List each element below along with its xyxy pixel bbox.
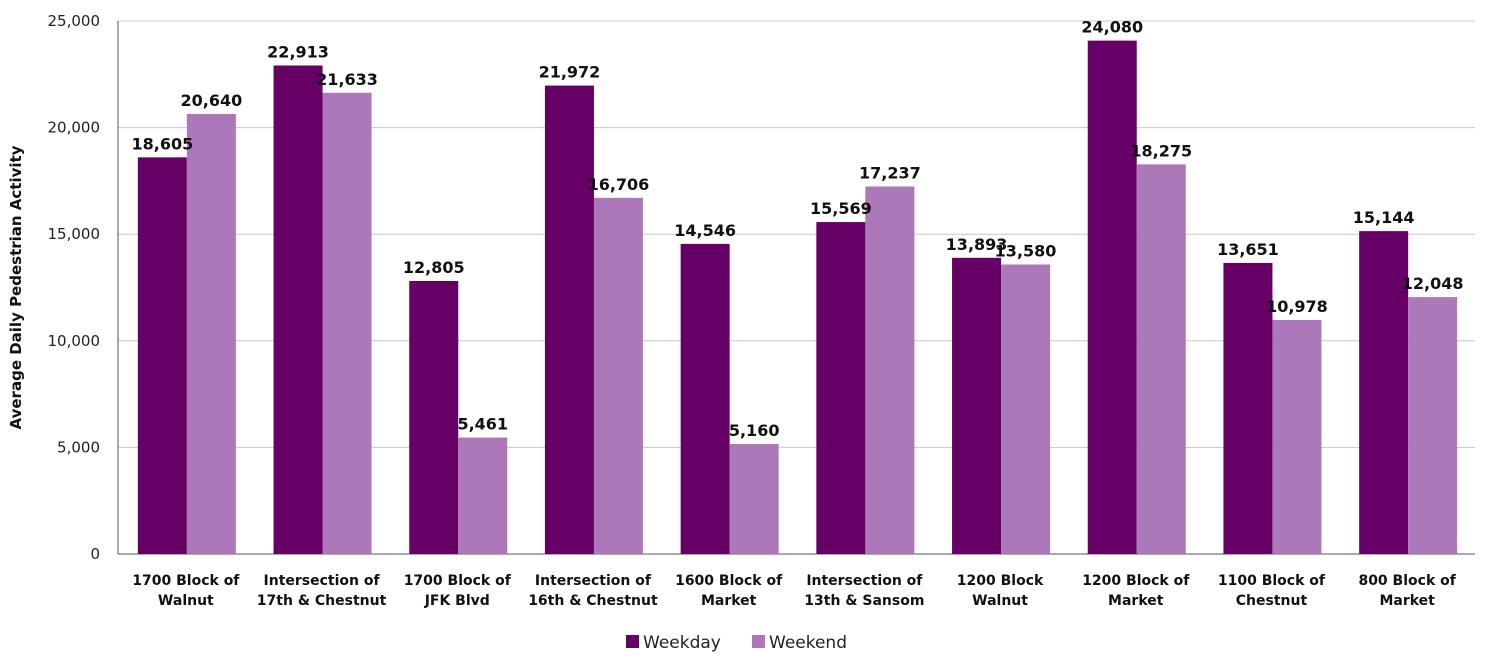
- x-tick-label: 1700 Block of: [132, 573, 240, 589]
- data-label-weekday: 24,080: [1081, 18, 1143, 37]
- data-labels: 18,605 20,640 22,913 21,633 12,805 5,461 21,97…: [131, 18, 1463, 440]
- data-label-weekend: 10,978: [1266, 297, 1328, 316]
- data-label-weekday: 15,569: [810, 199, 872, 218]
- x-tick-label: 13th & Sansom: [804, 593, 924, 609]
- bar-weekday: [680, 243, 730, 554]
- bar-weekday: [816, 222, 866, 555]
- x-tick-label: Market: [1379, 593, 1435, 609]
- data-label-weekday: 13,893: [946, 235, 1008, 254]
- data-label-weekday: 18,605: [131, 134, 193, 153]
- data-label-weekday: 13,651: [1217, 240, 1279, 259]
- legend-label-weekday: Weekday: [643, 633, 721, 653]
- x-tick-label: JFK Blvd: [424, 593, 490, 609]
- bar-weekend: [1408, 297, 1458, 554]
- x-tick-label: 1100 Block of: [1218, 573, 1326, 589]
- bar-weekday: [273, 65, 323, 554]
- legend: Weekday Weekend: [626, 633, 847, 653]
- x-tick-label: Chestnut: [1236, 593, 1308, 609]
- bar-weekend: [1136, 164, 1186, 554]
- y-tick-label: 15,000: [48, 225, 101, 243]
- x-tick-label: Intersection of: [264, 573, 381, 589]
- x-tick-label: 17th & Chestnut: [257, 593, 387, 609]
- data-label-weekend: 17,237: [859, 164, 921, 183]
- bar-weekend: [186, 113, 236, 554]
- bar-weekend: [458, 437, 508, 554]
- x-tick-label: Walnut: [972, 593, 1028, 609]
- bar-weekend: [1272, 319, 1322, 554]
- bar-weekend: [322, 92, 372, 555]
- x-tick-label: Intersection of: [806, 573, 923, 589]
- data-label-weekend: 13,580: [995, 241, 1057, 260]
- data-label-weekend: 20,640: [180, 91, 242, 110]
- legend-swatch-weekend: [752, 635, 765, 648]
- bar-weekday: [1359, 231, 1409, 554]
- x-tick-label: 16th & Chestnut: [528, 593, 658, 609]
- y-tick-label: 0: [90, 545, 100, 563]
- data-label-weekend: 21,633: [316, 70, 378, 89]
- bar-weekday: [1223, 262, 1273, 554]
- bar-weekday: [544, 85, 594, 555]
- bar-weekday: [137, 157, 187, 554]
- x-tick-label: Market: [701, 593, 757, 609]
- y-tick-label: 20,000: [48, 119, 101, 137]
- bar-weekend: [729, 443, 779, 554]
- data-label-weekday: 12,805: [403, 258, 465, 277]
- y-axis-tick-labels: 0 5,000 10,000 15,000 20,000 25,000: [48, 12, 101, 563]
- data-label-weekend: 16,706: [588, 175, 650, 194]
- x-tick-label: Market: [1108, 593, 1164, 609]
- x-tick-label: Intersection of: [535, 573, 652, 589]
- data-label-weekday: 21,972: [539, 63, 601, 82]
- y-axis-title: Average Daily Pedestrian Activity: [7, 145, 25, 429]
- bar-weekday: [1087, 40, 1137, 555]
- legend-label-weekend: Weekend: [769, 633, 847, 653]
- x-tick-label: 1200 Block of: [1082, 573, 1190, 589]
- data-label-weekday: 15,144: [1353, 208, 1415, 227]
- bars: [137, 40, 1458, 555]
- x-tick-label: 1200 Block: [957, 573, 1044, 589]
- data-label-weekend: 5,461: [457, 415, 508, 434]
- x-tick-label: 1700 Block of: [404, 573, 512, 589]
- y-tick-label: 25,000: [48, 12, 101, 30]
- x-axis-tick-labels: 1700 Block of Walnut Intersection of 17th &…: [132, 573, 1456, 609]
- bar-weekend: [1001, 264, 1051, 554]
- x-tick-label: 800 Block of: [1358, 573, 1456, 589]
- bar-weekend: [865, 186, 915, 555]
- x-tick-label: Walnut: [158, 593, 214, 609]
- data-label-weekday: 14,546: [674, 221, 736, 240]
- legend-swatch-weekday: [626, 635, 639, 648]
- y-tick-label: 10,000: [48, 332, 101, 350]
- bar-weekday: [952, 257, 1002, 554]
- y-tick-label: 5,000: [57, 438, 100, 456]
- data-label-weekday: 22,913: [267, 42, 329, 61]
- bar-weekday: [409, 280, 459, 554]
- x-tick-label: 1600 Block of: [675, 573, 783, 589]
- bar-weekend: [593, 197, 643, 555]
- data-label-weekend: 18,275: [1130, 141, 1192, 160]
- data-label-weekend: 5,160: [729, 421, 780, 440]
- data-label-weekend: 12,048: [1402, 274, 1464, 293]
